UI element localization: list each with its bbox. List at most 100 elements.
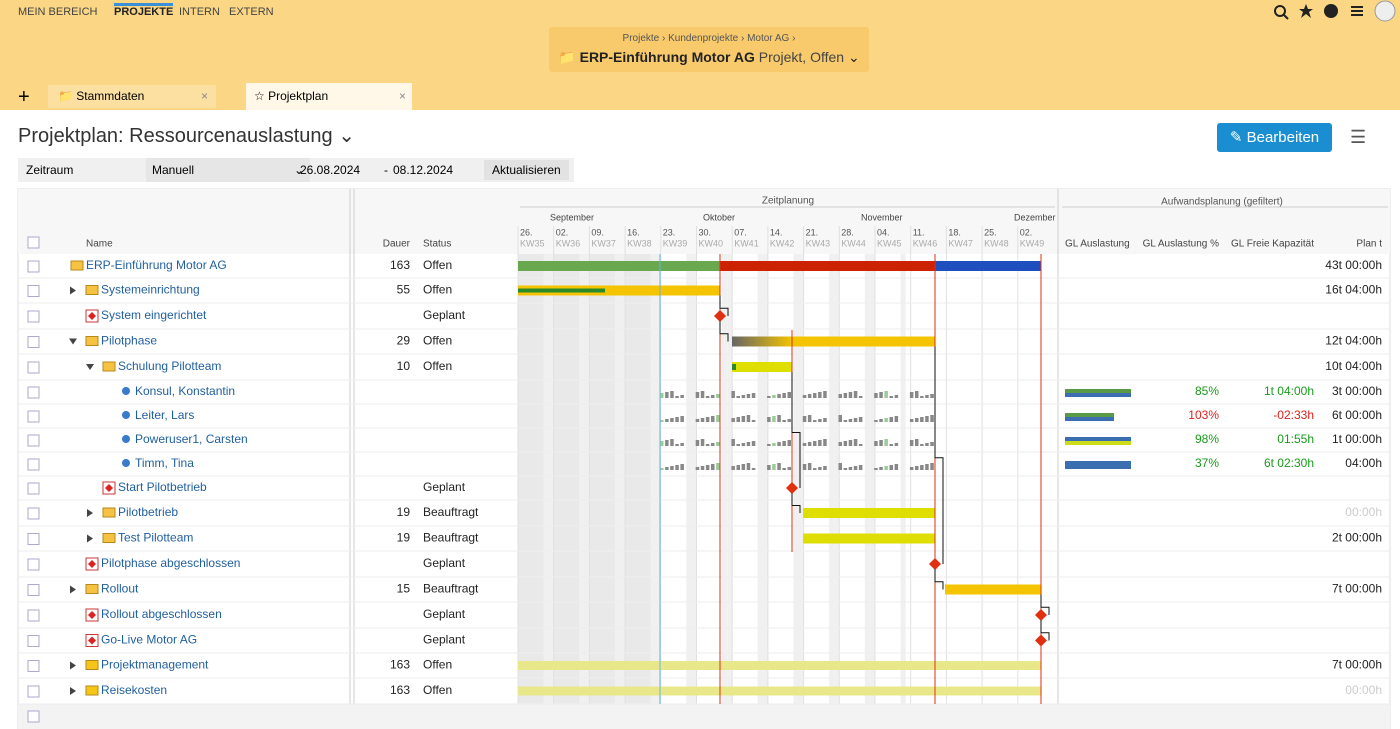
refresh-button[interactable]: Aktualisieren [484, 160, 569, 180]
person-icon [122, 411, 130, 419]
row-name[interactable]: Systemeinrichtung [101, 283, 200, 297]
row-name[interactable]: Reisekosten [101, 683, 167, 697]
load-bar [884, 418, 888, 422]
load-bar [930, 394, 934, 398]
nav-item[interactable]: PROJEKTE [114, 3, 174, 18]
row-free: 1t 04:00h [1264, 384, 1314, 398]
row-name[interactable]: Pilotphase abgeschlossen [101, 556, 240, 570]
expand-arrow[interactable] [70, 687, 76, 695]
help-icon[interactable] [1324, 4, 1338, 18]
row-name[interactable]: Projektmanagement [101, 658, 209, 672]
checkbox[interactable] [27, 685, 40, 698]
checkbox[interactable] [27, 310, 40, 323]
load-bar [660, 420, 664, 422]
row-name[interactable]: Test Pilotteam [118, 531, 193, 545]
checkbox[interactable] [27, 635, 40, 647]
expand-arrow[interactable] [86, 364, 94, 370]
weekend [543, 254, 549, 704]
gantt-bar [1065, 413, 1114, 419]
page-title[interactable]: Projektplan: Ressourcenauslastung ⌄ [18, 125, 355, 147]
checkbox[interactable] [27, 434, 40, 447]
load-bar [889, 396, 893, 398]
star-icon[interactable] [1299, 4, 1313, 18]
crumb[interactable]: Kundenprojekte [668, 33, 739, 44]
expand-arrow[interactable] [70, 585, 76, 594]
checkbox[interactable] [27, 533, 40, 545]
crumb[interactable]: Projekte [622, 33, 660, 44]
group-header: Aufwandsplanung (gefiltert) [1161, 197, 1283, 208]
row-name[interactable]: Pilotphase [101, 334, 157, 348]
tab[interactable]: 📁 Stammdaten × [48, 85, 216, 108]
row-pct: 103% [1188, 408, 1219, 422]
load-bar [925, 464, 929, 470]
load-bar [787, 392, 791, 398]
row-name[interactable]: Timm, Tina [135, 456, 194, 470]
date-from[interactable]: 26.08.2024 [300, 163, 361, 177]
load-bar [736, 417, 740, 422]
search-icon[interactable] [1274, 5, 1286, 17]
row-name[interactable]: Pilotbetrieb [118, 505, 178, 519]
checkbox[interactable] [27, 260, 40, 273]
avatar[interactable] [1374, 0, 1396, 22]
expand-arrow[interactable] [87, 534, 93, 543]
tab-active[interactable]: ☆ Projektplan × [246, 83, 412, 110]
row-name[interactable]: Go-Live Motor AG [101, 633, 197, 647]
row-name[interactable]: Rollout abgeschlossen [101, 607, 222, 621]
checkbox[interactable] [27, 236, 40, 249]
checkbox[interactable] [27, 660, 40, 672]
expand-arrow[interactable] [87, 509, 93, 517]
date-to[interactable]: 08.12.2024 [393, 163, 454, 177]
checkbox[interactable] [27, 410, 40, 423]
row-name[interactable]: Leiter, Lars [135, 408, 194, 422]
load-bar [670, 466, 674, 470]
checkbox[interactable] [27, 336, 40, 348]
mode-select[interactable]: Manuell ⌄ [146, 158, 310, 182]
load-bar [930, 442, 934, 446]
load-bar [838, 463, 842, 470]
row-name[interactable]: Rollout [101, 582, 139, 596]
checkbox[interactable] [27, 458, 40, 471]
menu-icon[interactable] [1351, 6, 1363, 16]
milestone-icon [88, 636, 96, 645]
group-header: Zeitplanung [762, 196, 814, 207]
checkbox[interactable] [27, 482, 40, 495]
load-bar [1065, 441, 1131, 445]
add-tab[interactable]: + [18, 86, 30, 108]
project-title[interactable]: 📁 ERP-Einführung Motor AG Projekt, Offen… [558, 49, 860, 65]
load-bar [807, 463, 812, 470]
checkbox[interactable] [27, 609, 40, 622]
checkbox[interactable] [27, 386, 40, 399]
col-header: GL Auslastung [1065, 239, 1130, 250]
load-bar [751, 420, 756, 422]
checkbox[interactable] [27, 507, 40, 520]
load-bar [711, 443, 715, 446]
load-bar [751, 441, 756, 446]
checkbox[interactable] [27, 361, 40, 374]
row-plan: 2t 00:00h [1332, 531, 1382, 545]
row-name[interactable]: Poweruser1, Carsten [135, 432, 248, 446]
load-bar [670, 439, 674, 446]
expand-arrow[interactable] [70, 286, 76, 295]
checkbox[interactable] [27, 558, 40, 571]
row-name[interactable]: Schulung Pilotteam [118, 359, 221, 373]
nav-item[interactable]: EXTERN [229, 6, 274, 18]
expand-arrow[interactable] [70, 661, 76, 670]
week-label: KW39 [663, 238, 688, 248]
row-free: 6t 02:30h [1264, 456, 1314, 470]
load-bar [777, 415, 781, 422]
edit-button[interactable]: ✎ Bearbeiten [1217, 123, 1332, 152]
row-name[interactable]: System eingerichtet [101, 308, 207, 322]
row-name[interactable]: ERP-Einführung Motor AG [86, 258, 227, 272]
checkbox[interactable] [27, 584, 40, 596]
checkbox[interactable] [27, 285, 40, 297]
nav-item[interactable]: MEIN BEREICH [18, 6, 98, 18]
checkbox[interactable] [27, 710, 40, 723]
row-name[interactable]: Konsul, Konstantin [135, 384, 235, 398]
load-bar [746, 463, 751, 470]
row-name[interactable]: Start Pilotbetrieb [118, 480, 207, 494]
settings-icon[interactable]: ☰ [1350, 127, 1367, 147]
expand-arrow[interactable] [69, 338, 77, 345]
nav-item[interactable]: INTERN [179, 6, 220, 18]
crumb[interactable]: Motor AG [747, 33, 790, 44]
